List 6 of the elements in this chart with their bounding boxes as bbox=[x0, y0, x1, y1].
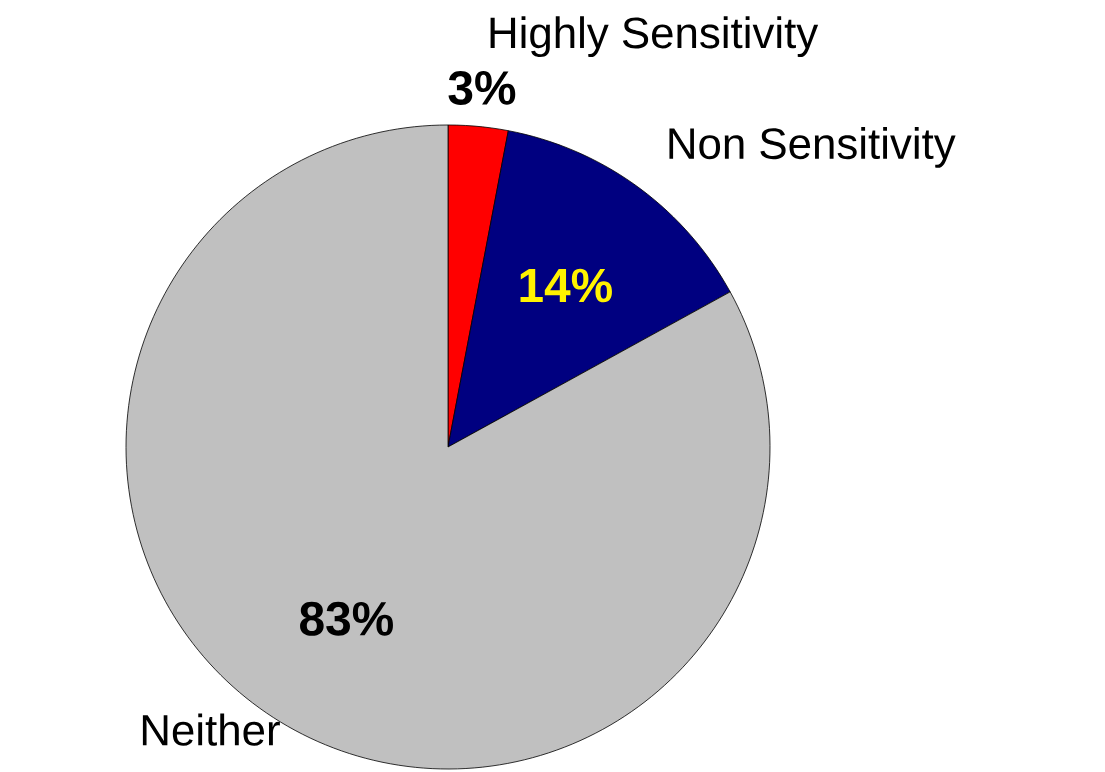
data-label: 14% bbox=[520, 268, 612, 303]
slice-label: Neither bbox=[142, 713, 280, 746]
data-label: 83% bbox=[300, 601, 393, 636]
data-label: 3% bbox=[448, 70, 516, 105]
slice-label: Highly Sensitivity bbox=[490, 16, 819, 58]
slice-label: Non Sensitivity bbox=[669, 126, 956, 168]
